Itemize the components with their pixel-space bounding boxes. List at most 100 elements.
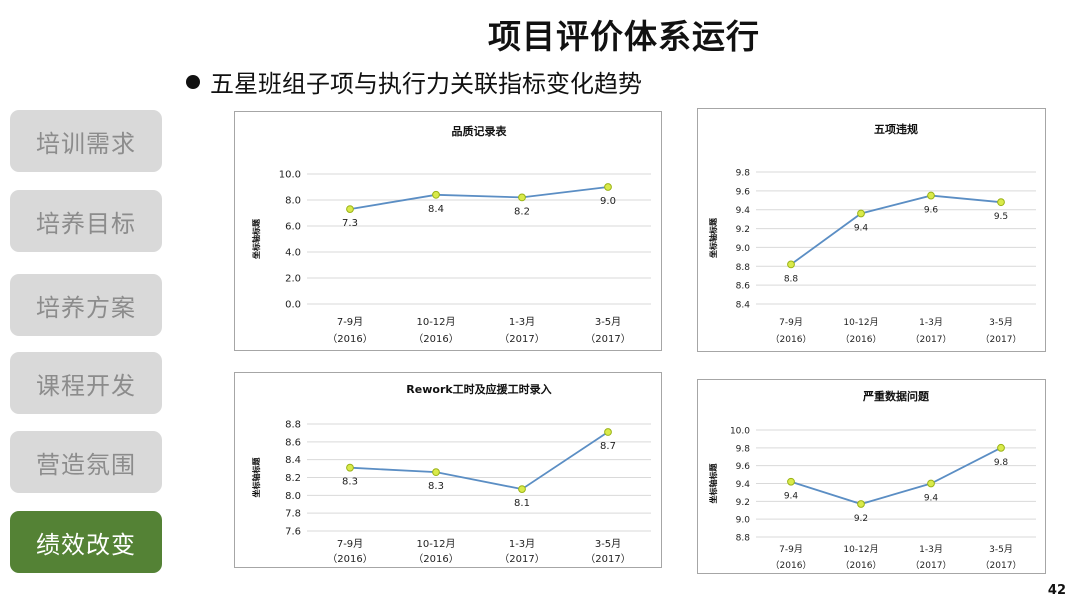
- y-tick-label: 9.8: [736, 444, 751, 454]
- data-point: [927, 191, 935, 200]
- y-tick-label: 8.4: [285, 455, 301, 466]
- bullet-icon: [186, 74, 200, 89]
- series-line: [349, 186, 609, 210]
- sidebar-item-performance-change[interactable]: 绩效改变: [10, 511, 162, 573]
- y-tick-label: 4.0: [285, 248, 301, 259]
- data-label: 9.4: [784, 492, 799, 502]
- data-point: [604, 428, 612, 436]
- data-label: 8.8: [784, 274, 799, 284]
- y-axis-title: 坐标轴标题: [708, 217, 718, 258]
- x-tick-label: 3-5月: [595, 316, 621, 328]
- data-point: [857, 209, 865, 218]
- data-point: [432, 190, 440, 199]
- sidebar-item-atmosphere[interactable]: 营造氛围: [10, 431, 162, 493]
- y-tick-label: 9.8: [736, 169, 751, 179]
- chart-serious-data-issues: 严重数据问题 坐标轴标题 8.8 9.0 9.2 9.4 9.6 9.8 10.0 7-9月 （20…: [697, 379, 1046, 574]
- data-label: 9.6: [924, 206, 939, 216]
- chart-title: Rework工时及应援工时录入: [406, 382, 551, 396]
- data-label: 9.4: [924, 494, 939, 504]
- data-point: [604, 183, 612, 191]
- chart-title: 五项违规: [874, 122, 918, 136]
- y-tick-label: 9.2: [736, 225, 750, 235]
- x-tick-sublabel: （2017）: [981, 560, 1022, 571]
- x-tick-sublabel: （2017）: [585, 553, 630, 565]
- data-label: 9.0: [600, 196, 616, 207]
- data-label: 7.3: [342, 218, 358, 229]
- data-label: 8.1: [514, 498, 530, 509]
- x-tick-sublabel: （2016）: [327, 333, 372, 345]
- y-tick-label: 2.0: [285, 274, 301, 285]
- x-tick-sublabel: （2016）: [413, 333, 458, 345]
- x-tick-sublabel: （2017）: [499, 553, 544, 565]
- x-tick-sublabel: （2016）: [771, 560, 812, 571]
- data-point: [997, 198, 1005, 207]
- y-tick-label: 9.4: [736, 206, 751, 216]
- chart-title: 严重数据问题: [862, 389, 930, 403]
- sidebar-item-training-goals[interactable]: 培养目标: [10, 190, 162, 252]
- x-tick-label: 7-9月: [779, 544, 803, 555]
- x-tick-sublabel: （2016）: [327, 553, 372, 565]
- y-tick-label: 9.4: [736, 480, 751, 490]
- data-point: [518, 193, 526, 202]
- data-label: 9.5: [994, 212, 1008, 222]
- y-tick-label: 9.2: [736, 498, 750, 508]
- x-tick-sublabel: （2017）: [981, 334, 1022, 345]
- x-tick-label: 1-3月: [919, 544, 943, 555]
- y-axis-title: 坐标轴标题: [708, 463, 718, 504]
- chart-rework-hours: Rework工时及应援工时录入 坐标轴标题 7.6 7.8 8.0 8.2 8.4 8.6 8.…: [234, 372, 662, 568]
- data-point: [997, 443, 1005, 452]
- x-tick-label: 7-9月: [337, 538, 363, 550]
- data-point: [432, 468, 440, 477]
- data-point: [346, 463, 354, 472]
- y-tick-label: 8.4: [736, 301, 751, 311]
- data-label: 9.4: [854, 223, 869, 233]
- sidebar-item-training-needs[interactable]: 培训需求: [10, 110, 162, 172]
- y-tick-label: 6.0: [285, 222, 301, 233]
- y-tick-label: 8.8: [736, 263, 751, 273]
- sidebar-item-course-development[interactable]: 课程开发: [10, 352, 162, 414]
- x-tick-sublabel: （2017）: [911, 334, 952, 345]
- x-tick-label: 7-9月: [337, 316, 363, 328]
- y-tick-label: 0.0: [285, 300, 301, 311]
- chart-title: 品质记录表: [452, 124, 508, 138]
- y-tick-label: 7.8: [285, 509, 301, 520]
- x-tick-sublabel: （2016）: [841, 334, 882, 345]
- sidebar-item-training-plan[interactable]: 培养方案: [10, 274, 162, 336]
- data-label: 8.3: [342, 477, 358, 488]
- y-tick-label: 9.0: [736, 244, 751, 254]
- data-label: 8.7: [600, 441, 616, 452]
- data-label: 8.4: [428, 204, 444, 215]
- x-tick-label: 3-5月: [989, 317, 1013, 328]
- data-label: 8.2: [514, 206, 530, 217]
- series-line: [790, 447, 1002, 505]
- data-point: [927, 479, 935, 488]
- x-tick-sublabel: （2017）: [585, 333, 630, 345]
- y-tick-label: 10.0: [730, 427, 750, 437]
- x-tick-label: 1-3月: [919, 317, 943, 328]
- data-point: [518, 485, 526, 493]
- page-title: 项目评价体系运行: [488, 17, 760, 56]
- y-axis-title: 坐标轴标题: [251, 218, 261, 259]
- x-tick-label: 3-5月: [989, 544, 1013, 555]
- data-point: [857, 500, 865, 508]
- subtitle-text: 五星班组子项与执行力关联指标变化趋势: [210, 70, 642, 98]
- page-number: 42: [1047, 583, 1066, 598]
- data-point: [787, 477, 795, 486]
- x-tick-sublabel: （2016）: [413, 553, 458, 565]
- y-tick-label: 7.6: [285, 527, 301, 538]
- chart-five-violations: 五项违规 坐标轴标题 8.4 8.6 8.8 9.0 9.2 9.4 9.6 9.8 7-9月 （20…: [697, 108, 1046, 352]
- subtitle: 五星班组子项与执行力关联指标变化趋势: [186, 64, 642, 99]
- data-point: [346, 205, 354, 213]
- chart-quality-records: 品质记录表 坐标轴标题 0.0 2.0 4.0 6.0 8.0 10.0 7-9月 （2016） 1…: [234, 111, 662, 351]
- data-label: 8.3: [428, 481, 444, 492]
- y-axis-title: 坐标轴标题: [251, 457, 261, 498]
- y-tick-label: 8.8: [285, 420, 301, 431]
- y-tick-label: 9.6: [736, 187, 751, 197]
- x-tick-sublabel: （2017）: [911, 560, 952, 571]
- series-line: [790, 194, 1002, 266]
- y-tick-label: 9.0: [736, 516, 751, 526]
- x-tick-label: 1-3月: [509, 538, 535, 550]
